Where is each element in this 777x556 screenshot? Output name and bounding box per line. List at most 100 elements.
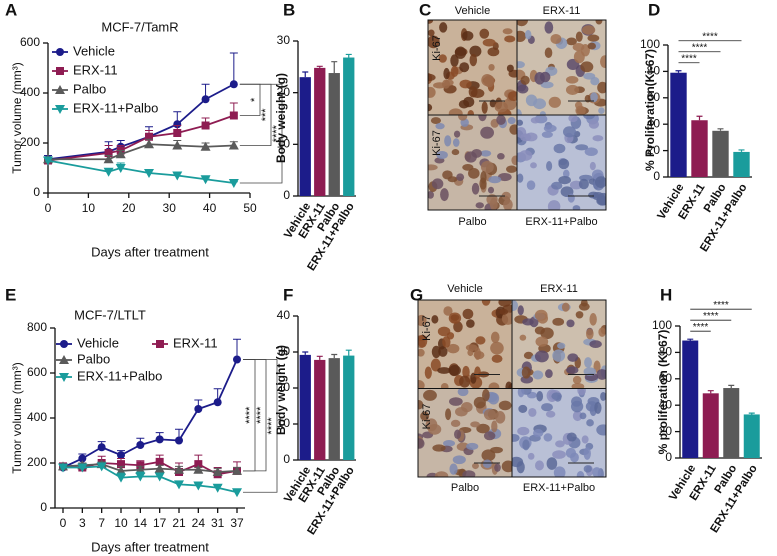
- nucleus: [518, 404, 528, 413]
- legend-label: ERX-11+Palbo: [73, 100, 158, 115]
- marker: [58, 463, 68, 473]
- nucleus: [494, 101, 508, 113]
- nucleus: [512, 300, 519, 311]
- nucleus: [418, 348, 425, 357]
- x-tick-label: 50: [243, 201, 257, 215]
- nucleus: [483, 431, 496, 441]
- nucleus: [491, 420, 498, 433]
- nucleus: [546, 457, 558, 470]
- image-caption: Palbo: [451, 482, 479, 494]
- nucleus: [480, 126, 494, 139]
- nucleus: [481, 101, 488, 114]
- image-border: [511, 388, 607, 478]
- marker: [43, 156, 53, 166]
- nucleus: [552, 450, 566, 459]
- significance-label: ****: [255, 406, 267, 424]
- bar: [299, 354, 311, 460]
- nuclei: [512, 388, 606, 477]
- x-tick-label: 40: [203, 201, 217, 215]
- nucleus: [458, 115, 468, 121]
- nucleus: [462, 308, 474, 320]
- marker: [117, 460, 125, 469]
- nucleus: [512, 434, 520, 442]
- y-axis-label: % Proliferation(Ki-67): [643, 49, 657, 171]
- nucleus: [482, 388, 490, 402]
- nucleus: [490, 331, 500, 344]
- nuclei: [517, 115, 606, 210]
- significance-label: ****: [693, 322, 709, 333]
- nucleus: [519, 334, 527, 341]
- nucleus: [476, 423, 490, 434]
- nucleus: [457, 388, 469, 397]
- nucleus: [517, 61, 525, 69]
- nucleus: [517, 84, 529, 94]
- error-bar: [696, 115, 703, 121]
- y-tick-label: 0: [40, 500, 47, 514]
- nucleus: [449, 463, 458, 475]
- nucleus: [555, 440, 565, 448]
- nucleus: [524, 132, 538, 142]
- nucleus: [466, 319, 475, 328]
- bar: [702, 393, 719, 458]
- error-bar: [316, 355, 323, 360]
- nucleus: [570, 452, 579, 463]
- bar: [670, 72, 687, 177]
- nucleus: [446, 332, 455, 340]
- nucleus: [440, 383, 449, 389]
- y-tick-label: 0: [653, 169, 660, 183]
- series-line: [62, 359, 238, 469]
- nucleus: [543, 124, 557, 133]
- nucleus: [517, 119, 524, 126]
- y-axis-label: Tumor volume (mm³): [10, 62, 24, 174]
- y-tick-label: 400: [27, 410, 47, 424]
- nucleus: [430, 358, 441, 372]
- nucleus: [589, 161, 596, 171]
- nucleus: [558, 158, 570, 170]
- nuclei: [418, 300, 512, 389]
- nucleus: [487, 186, 495, 194]
- nucleus: [442, 79, 450, 89]
- nucleus: [527, 452, 535, 460]
- panel-letter: A: [5, 0, 17, 19]
- y-tick-label: 0: [665, 450, 672, 464]
- nucleus: [428, 73, 436, 82]
- nucleus: [512, 456, 524, 468]
- nucleus: [532, 370, 544, 380]
- row-label: Ki-67: [431, 130, 443, 156]
- nucleus: [479, 28, 490, 39]
- nucleus: [583, 465, 592, 473]
- nucleus: [456, 173, 465, 182]
- nucleus: [431, 345, 441, 359]
- y-tick-label: 30: [277, 33, 291, 47]
- x-tick-label: 24: [192, 516, 206, 530]
- x-tick-label: 31: [211, 516, 225, 530]
- series-line: [62, 460, 238, 476]
- nucleus: [584, 147, 598, 157]
- nucleus: [579, 412, 587, 420]
- nucleus: [523, 351, 534, 360]
- nucleus: [581, 435, 589, 444]
- nucleus: [575, 31, 583, 42]
- nucleus: [471, 182, 480, 195]
- marker: [228, 140, 239, 150]
- nuclei: [418, 388, 512, 477]
- y-tick-label: 20: [647, 143, 661, 157]
- nucleus: [451, 149, 460, 156]
- nucleus: [481, 449, 496, 462]
- bar: [343, 355, 355, 460]
- nucleus: [452, 138, 460, 147]
- nucleus: [518, 150, 533, 161]
- nucleus: [517, 109, 522, 115]
- significance-label: ****: [271, 124, 283, 142]
- nucleus: [453, 321, 463, 333]
- error-bar: [331, 61, 338, 74]
- nucleus: [522, 439, 530, 451]
- nucleus: [578, 302, 590, 311]
- nucleus: [575, 311, 584, 319]
- nucleus: [517, 173, 524, 183]
- nucleus: [428, 191, 434, 199]
- marker: [104, 149, 113, 157]
- nucleus: [587, 34, 600, 42]
- nucleus: [581, 25, 596, 35]
